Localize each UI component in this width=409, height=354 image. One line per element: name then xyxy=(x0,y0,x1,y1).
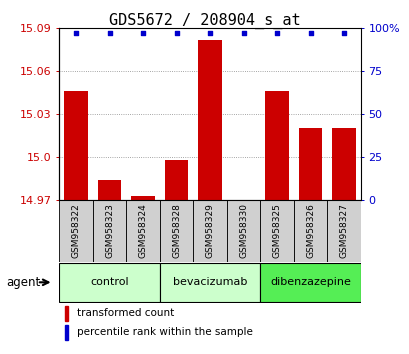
Point xyxy=(73,31,79,36)
Text: control: control xyxy=(90,277,129,287)
Bar xyxy=(332,129,355,200)
Text: GSM958325: GSM958325 xyxy=(272,203,281,258)
Point xyxy=(273,31,280,36)
Point xyxy=(173,31,180,36)
FancyBboxPatch shape xyxy=(293,200,326,262)
Bar xyxy=(231,200,255,203)
Text: GSM958329: GSM958329 xyxy=(205,203,214,258)
Text: transformed count: transformed count xyxy=(77,308,174,318)
Text: agent: agent xyxy=(6,276,40,289)
Text: GDS5672 / 208904_s_at: GDS5672 / 208904_s_at xyxy=(109,12,300,29)
Bar xyxy=(164,160,188,200)
FancyBboxPatch shape xyxy=(160,263,260,302)
FancyBboxPatch shape xyxy=(226,200,260,262)
Point xyxy=(139,31,146,36)
Point xyxy=(307,31,313,36)
FancyBboxPatch shape xyxy=(260,200,293,262)
FancyBboxPatch shape xyxy=(93,200,126,262)
Point xyxy=(207,31,213,36)
Text: GSM958327: GSM958327 xyxy=(339,203,348,258)
FancyBboxPatch shape xyxy=(193,200,226,262)
Bar xyxy=(65,325,68,340)
Text: GSM958324: GSM958324 xyxy=(138,203,147,258)
Bar xyxy=(131,196,155,200)
Point xyxy=(340,31,346,36)
Text: GSM958328: GSM958328 xyxy=(172,203,181,258)
Point xyxy=(240,31,246,36)
Text: GSM958326: GSM958326 xyxy=(306,203,314,258)
FancyBboxPatch shape xyxy=(59,263,160,302)
Bar xyxy=(98,180,121,200)
FancyBboxPatch shape xyxy=(326,200,360,262)
Bar xyxy=(298,129,321,200)
Bar xyxy=(65,306,68,321)
Text: GSM958322: GSM958322 xyxy=(72,203,81,258)
Text: percentile rank within the sample: percentile rank within the sample xyxy=(77,327,252,337)
Bar xyxy=(198,40,221,200)
Bar xyxy=(265,91,288,200)
Text: dibenzazepine: dibenzazepine xyxy=(270,277,350,287)
FancyBboxPatch shape xyxy=(260,263,360,302)
Text: bevacizumab: bevacizumab xyxy=(173,277,247,287)
Point xyxy=(106,31,113,36)
Text: GSM958330: GSM958330 xyxy=(238,203,247,258)
Bar xyxy=(64,91,88,200)
FancyBboxPatch shape xyxy=(160,200,193,262)
FancyBboxPatch shape xyxy=(59,200,93,262)
FancyBboxPatch shape xyxy=(126,200,160,262)
Text: GSM958323: GSM958323 xyxy=(105,203,114,258)
